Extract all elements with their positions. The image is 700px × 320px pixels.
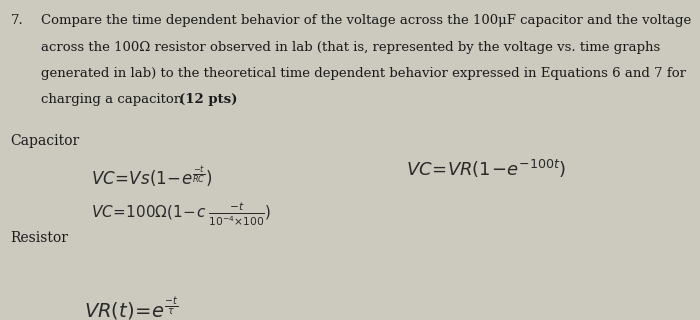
Text: Compare the time dependent behavior of the voltage across the 100μF capacitor an: Compare the time dependent behavior of t… — [41, 14, 691, 28]
Text: (12 pts): (12 pts) — [179, 93, 237, 106]
Text: $VC\!=\!Vs(1\!-\!e^{\frac{-t}{RC}})$: $VC\!=\!Vs(1\!-\!e^{\frac{-t}{RC}})$ — [91, 164, 213, 189]
Text: $VC\!=\!100\Omega(1\!-\!c\;\frac{-t}{10^{-4}{\times}100})$: $VC\!=\!100\Omega(1\!-\!c\;\frac{-t}{10^… — [91, 201, 272, 228]
Text: Capacitor: Capacitor — [10, 134, 80, 148]
Text: 7.: 7. — [10, 14, 23, 28]
Text: charging a capacitor.: charging a capacitor. — [41, 93, 191, 106]
Text: generated in lab) to the theoretical time dependent behavior expressed in Equati: generated in lab) to the theoretical tim… — [41, 67, 685, 80]
Text: Resistor: Resistor — [10, 231, 69, 245]
Text: $VR(t)\!=\!e^{\frac{-t}{\tau}}$: $VR(t)\!=\!e^{\frac{-t}{\tau}}$ — [84, 295, 178, 320]
Text: $VC\!=\!VR(1\!-\!e^{-100t})$: $VC\!=\!VR(1\!-\!e^{-100t})$ — [406, 158, 566, 180]
Text: across the 100Ω resistor observed in lab (that is, represented by the voltage vs: across the 100Ω resistor observed in lab… — [41, 41, 660, 54]
